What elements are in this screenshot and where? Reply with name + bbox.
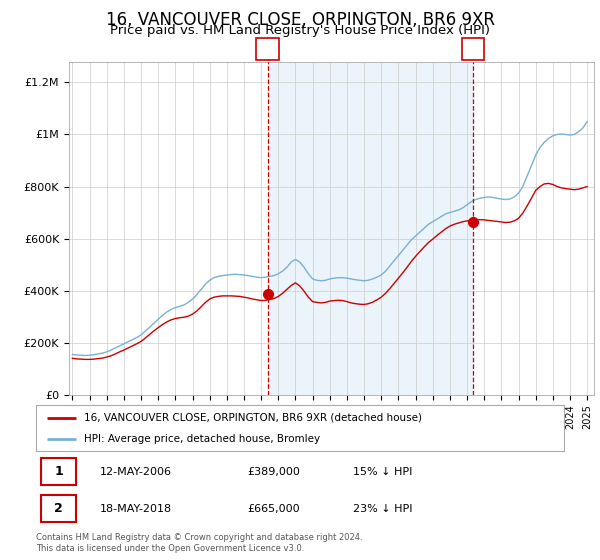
Text: 16, VANCOUVER CLOSE, ORPINGTON, BR6 9XR (detached house): 16, VANCOUVER CLOSE, ORPINGTON, BR6 9XR … (83, 413, 422, 423)
Text: 1: 1 (263, 43, 272, 55)
Text: Contains HM Land Registry data © Crown copyright and database right 2024.
This d: Contains HM Land Registry data © Crown c… (36, 533, 362, 553)
Text: 2: 2 (54, 502, 63, 515)
Text: 2: 2 (469, 43, 478, 55)
Text: £665,000: £665,000 (247, 503, 300, 514)
Text: Price paid vs. HM Land Registry's House Price Index (HPI): Price paid vs. HM Land Registry's House … (110, 24, 490, 36)
Text: HPI: Average price, detached house, Bromley: HPI: Average price, detached house, Brom… (83, 435, 320, 444)
Text: 23% ↓ HPI: 23% ↓ HPI (353, 503, 412, 514)
Text: £389,000: £389,000 (247, 466, 300, 477)
Text: 15% ↓ HPI: 15% ↓ HPI (353, 466, 412, 477)
Text: 12-MAY-2006: 12-MAY-2006 (100, 466, 172, 477)
FancyBboxPatch shape (463, 38, 484, 60)
FancyBboxPatch shape (36, 405, 564, 451)
Text: 18-MAY-2018: 18-MAY-2018 (100, 503, 172, 514)
Text: 16, VANCOUVER CLOSE, ORPINGTON, BR6 9XR: 16, VANCOUVER CLOSE, ORPINGTON, BR6 9XR (106, 11, 494, 29)
FancyBboxPatch shape (41, 458, 76, 485)
FancyBboxPatch shape (41, 495, 76, 522)
Text: 1: 1 (54, 465, 63, 478)
Bar (268, 62, 473, 395)
FancyBboxPatch shape (256, 38, 278, 60)
